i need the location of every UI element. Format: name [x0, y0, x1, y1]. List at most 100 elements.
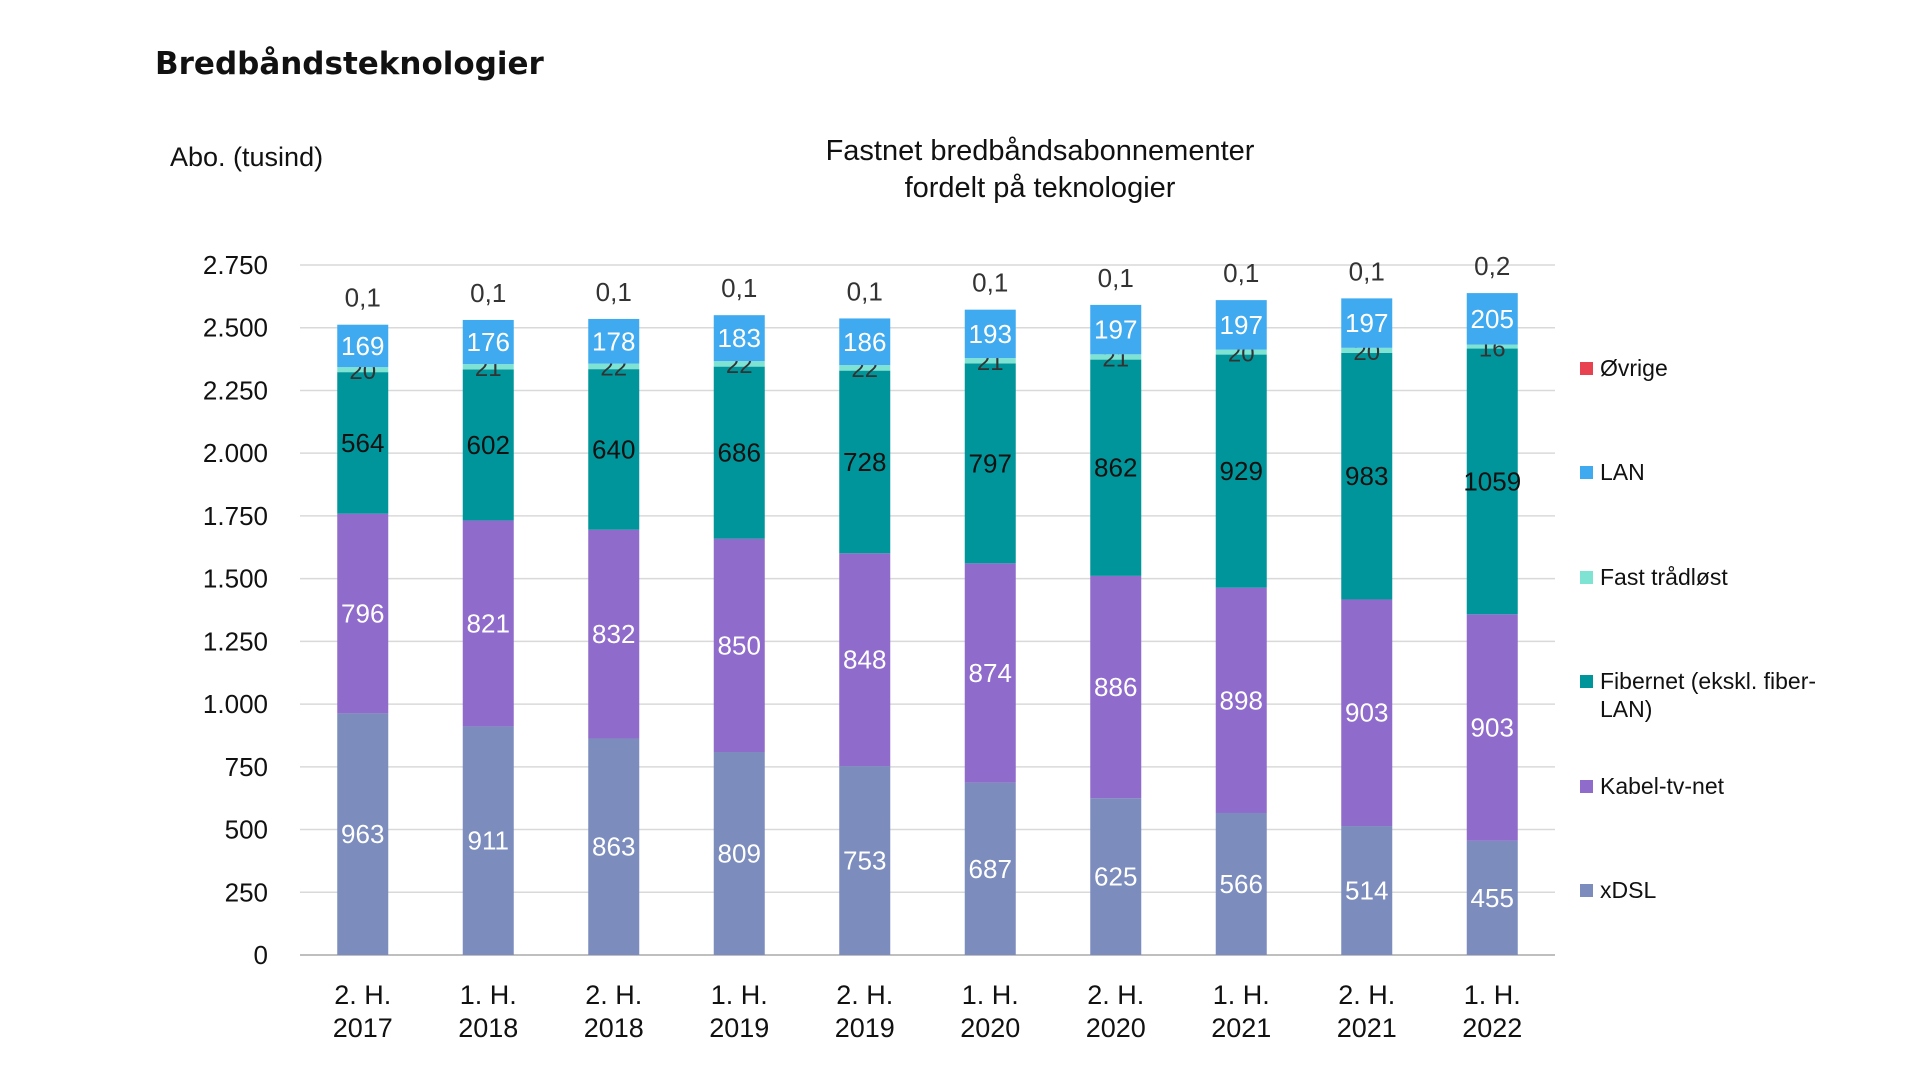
chart-title-line-1: Fastnet bredbåndsabonnementer	[825, 135, 1255, 167]
data-label: 929	[1220, 456, 1263, 486]
legend-item: Fast trådløst	[1580, 563, 1820, 591]
data-label: 0,1	[1349, 256, 1385, 286]
x-tick-label: 1. H.	[711, 980, 768, 1010]
data-label: 197	[1220, 310, 1263, 340]
bar-segment-fast-tr-dl-st	[1341, 347, 1393, 353]
bar-segment-fibernet-ekskl-fiber-lan-	[337, 372, 389, 514]
bar-segment-fast-tr-dl-st	[462, 364, 514, 370]
bar-segment-lan	[713, 315, 765, 362]
data-label: 903	[1471, 713, 1514, 743]
data-label: 898	[1220, 685, 1263, 715]
legend-swatch	[1580, 362, 1593, 375]
y-tick-label: 1.250	[203, 626, 268, 656]
bar-segment-fast-tr-dl-st	[1466, 344, 1518, 349]
data-label: 821	[467, 608, 510, 638]
bar-segment-fibernet-ekskl-fiber-lan-	[1215, 354, 1267, 588]
data-label: 0,1	[972, 268, 1008, 298]
x-tick-label: 2. H.	[1087, 980, 1144, 1010]
bar-segment-fibernet-ekskl-fiber-lan-	[964, 363, 1016, 564]
x-tick-label: 2021	[1211, 1013, 1271, 1043]
y-tick-label: 2.000	[203, 438, 268, 468]
bar-segment-xdsl	[713, 752, 765, 955]
x-tick-label: 2018	[458, 1013, 518, 1043]
bar-segment-xdsl	[1090, 798, 1142, 955]
x-tick-label: 2017	[333, 1013, 393, 1043]
bar-segment-lan	[1090, 304, 1142, 355]
legend-swatch	[1580, 571, 1593, 584]
bar-segment-kabel-tv-net	[462, 520, 514, 727]
x-tick-label: 2. H.	[334, 980, 391, 1010]
data-label: 566	[1220, 869, 1263, 899]
bar-segment-fibernet-ekskl-fiber-lan-	[1466, 348, 1518, 615]
data-label: 686	[718, 438, 761, 468]
x-tick-label: 2020	[960, 1013, 1020, 1043]
data-label: 169	[341, 331, 384, 361]
data-label: 197	[1094, 315, 1137, 345]
legend-item: xDSL	[1580, 876, 1820, 904]
data-label: 874	[969, 658, 1012, 688]
bar-segment-lan	[839, 318, 891, 366]
x-tick-label: 2018	[584, 1013, 644, 1043]
data-label: 886	[1094, 672, 1137, 702]
data-label: 564	[341, 428, 384, 458]
legend: Øvrige LAN Fast trådløst Fibernet (ekskl. f…	[1580, 0, 1910, 1080]
data-label: 0,1	[596, 277, 632, 307]
bar-segment-fibernet-ekskl-fiber-lan-	[588, 369, 640, 530]
y-axis-label: Abo. (tusind)	[170, 142, 324, 172]
y-tick-label: 750	[225, 752, 268, 782]
x-tick-label: 2. H.	[1338, 980, 1395, 1010]
stacked-bar-chart: 0 250 500 750 1.000 1.250 1.500 1.750 2.000 2.250…	[203, 250, 1555, 1043]
data-label: 0,1	[721, 273, 757, 303]
data-label: 183	[718, 323, 761, 353]
bar-segment-xdsl	[337, 713, 389, 955]
y-tick-label: 0	[254, 940, 268, 970]
bar-segment-xdsl	[1215, 812, 1267, 955]
data-label: 862	[1094, 453, 1137, 483]
y-tick-label: 1.500	[203, 564, 268, 594]
data-label: 0,2	[1474, 251, 1510, 281]
x-tick-label: 2021	[1337, 1013, 1397, 1043]
data-label: 832	[592, 619, 635, 649]
x-tick-label: 2022	[1462, 1013, 1522, 1043]
page-heading: Bredbåndsteknologier	[155, 46, 544, 82]
data-label: 176	[467, 327, 510, 357]
bar-segment-fast-tr-dl-st	[839, 365, 891, 371]
chart-title-line-2: fordelt på teknologier	[904, 172, 1176, 204]
bar-segment-fast-tr-dl-st	[1090, 354, 1142, 360]
data-label: 796	[341, 599, 384, 629]
legend-swatch	[1580, 466, 1593, 479]
legend-item: LAN	[1580, 458, 1820, 486]
data-label: 197	[1345, 308, 1388, 338]
x-tick-label: 2019	[709, 1013, 769, 1043]
bar-segment-kabel-tv-net	[1466, 614, 1518, 841]
x-tick-label: 2019	[835, 1013, 895, 1043]
legend-label: Fibernet (ekskl. fiber-LAN)	[1600, 668, 1817, 722]
x-tick-label: 1. H.	[460, 980, 517, 1010]
bar-segment-fast-tr-dl-st	[1215, 349, 1267, 355]
bar-segment-kabel-tv-net	[588, 529, 640, 739]
data-label: 863	[592, 832, 635, 862]
legend-label: Øvrige	[1600, 355, 1668, 381]
x-tick-label: 2. H.	[836, 980, 893, 1010]
bar-segment-fast-tr-dl-st	[588, 363, 640, 370]
y-tick-label: 250	[225, 877, 268, 907]
x-tick-label: 2020	[1086, 1013, 1146, 1043]
legend-item: Kabel-tv-net	[1580, 772, 1820, 800]
legend-label: xDSL	[1600, 877, 1657, 903]
bar-segment-kabel-tv-net	[1090, 575, 1142, 799]
data-label: 809	[718, 839, 761, 869]
legend-item: Fibernet (ekskl. fiber-LAN)	[1580, 667, 1820, 723]
data-label: 963	[341, 819, 384, 849]
bar-segment-xdsl	[462, 726, 514, 955]
y-tick-label: 2.250	[203, 375, 268, 405]
legend-item: Øvrige	[1580, 354, 1820, 382]
data-label: 455	[1471, 883, 1514, 913]
bar-segment-lan	[462, 319, 514, 365]
bar-segment-fibernet-ekskl-fiber-lan-	[462, 369, 514, 521]
bar-segment-lan	[1341, 298, 1393, 348]
bar-segment-lan	[337, 324, 389, 368]
x-tick-label: 2. H.	[585, 980, 642, 1010]
bar-segment-fast-tr-dl-st	[337, 367, 389, 373]
data-label: 640	[592, 434, 635, 464]
data-label: 514	[1345, 876, 1388, 906]
